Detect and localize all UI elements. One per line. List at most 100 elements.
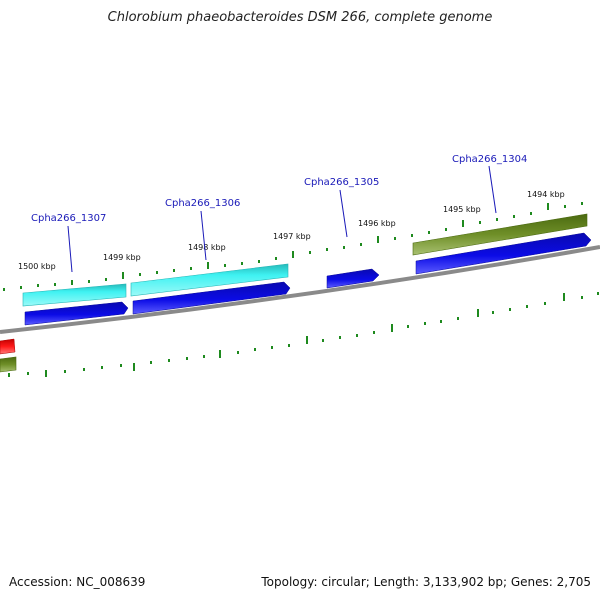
tick bbox=[54, 283, 56, 286]
accession-text: Accession: NC_008639 bbox=[9, 575, 146, 589]
tick bbox=[186, 357, 188, 360]
tick bbox=[309, 251, 311, 254]
tick bbox=[479, 221, 481, 224]
tick bbox=[168, 359, 170, 362]
leader-line bbox=[488, 165, 497, 214]
tick bbox=[530, 212, 532, 215]
tick bbox=[156, 271, 158, 274]
gene-label[interactable]: Cpha266_1307 bbox=[31, 213, 106, 224]
tick bbox=[440, 320, 442, 323]
tick bbox=[207, 262, 209, 269]
cds-arrow-1306[interactable] bbox=[132, 281, 291, 315]
tick bbox=[37, 284, 39, 287]
genome-summary-text: Topology: circular; Length: 3,133,902 bp… bbox=[261, 575, 591, 589]
tick bbox=[292, 251, 294, 258]
tick bbox=[377, 236, 379, 243]
tick bbox=[373, 331, 375, 334]
tick bbox=[564, 205, 566, 208]
scale-label: 1499 kbp bbox=[103, 253, 141, 262]
tick bbox=[424, 322, 426, 325]
tick bbox=[513, 215, 515, 218]
scale-labels: 1500 kbp 1499 kbp 1498 kbp 1497 kbp 1496… bbox=[18, 190, 565, 271]
cds-arrow-1305[interactable] bbox=[326, 268, 380, 289]
tick bbox=[64, 370, 66, 373]
tick bbox=[190, 267, 192, 270]
tick bbox=[360, 243, 362, 246]
tick bbox=[83, 368, 85, 371]
tick bbox=[457, 317, 459, 320]
tick bbox=[224, 264, 226, 267]
tick bbox=[343, 246, 345, 249]
tick bbox=[219, 350, 221, 358]
tick bbox=[101, 366, 103, 369]
tick bbox=[20, 286, 22, 289]
tick bbox=[326, 248, 328, 251]
tick bbox=[45, 370, 47, 377]
tick bbox=[241, 262, 243, 265]
tick bbox=[391, 324, 393, 332]
tick bbox=[8, 373, 10, 377]
cds-arrow-1304[interactable] bbox=[415, 232, 592, 275]
cds-arrow-1307[interactable] bbox=[24, 301, 129, 326]
page-title: Chlorobium phaeobacteroides DSM 266, com… bbox=[107, 10, 493, 25]
gene-label[interactable]: Cpha266_1305 bbox=[304, 177, 379, 188]
tick bbox=[407, 325, 409, 328]
scale-label: 1495 kbp bbox=[443, 205, 481, 214]
tick bbox=[597, 292, 599, 295]
tick bbox=[237, 351, 239, 354]
tick bbox=[133, 363, 135, 371]
scale-label: 1500 kbp bbox=[18, 262, 56, 271]
gene-label[interactable]: Cpha266_1304 bbox=[452, 154, 527, 165]
tick bbox=[428, 231, 430, 234]
tick bbox=[492, 311, 494, 314]
tick bbox=[150, 361, 152, 364]
tick bbox=[462, 220, 464, 227]
leader-line bbox=[67, 225, 73, 273]
tick bbox=[203, 355, 205, 358]
tick bbox=[288, 344, 290, 347]
tick bbox=[254, 348, 256, 351]
inner-tick-row bbox=[8, 292, 599, 377]
tick bbox=[477, 309, 479, 317]
cds-features bbox=[0, 232, 592, 355]
tick bbox=[581, 296, 583, 299]
tick bbox=[581, 202, 583, 205]
tick bbox=[271, 346, 273, 349]
tick bbox=[173, 269, 175, 272]
scale-label: 1498 kbp bbox=[188, 243, 226, 252]
tick bbox=[356, 334, 358, 337]
tick bbox=[526, 305, 528, 308]
tick bbox=[120, 364, 122, 367]
scale-label: 1496 kbp bbox=[358, 219, 396, 228]
tick bbox=[3, 288, 5, 291]
scale-label: 1494 kbp bbox=[527, 190, 565, 199]
gene-label[interactable]: Cpha266_1306 bbox=[165, 198, 240, 209]
genome-backbone bbox=[0, 245, 600, 334]
tick bbox=[322, 339, 324, 342]
tick bbox=[306, 336, 308, 344]
leader-line bbox=[339, 189, 348, 238]
tick bbox=[411, 234, 413, 237]
cds-arrow-left-red[interactable] bbox=[0, 338, 16, 355]
tick bbox=[394, 237, 396, 240]
gene-feature-1306[interactable] bbox=[130, 263, 289, 297]
tick bbox=[88, 280, 90, 283]
tick bbox=[258, 260, 260, 263]
tick bbox=[445, 228, 447, 231]
tick bbox=[27, 372, 29, 375]
tick bbox=[496, 218, 498, 221]
scale-label: 1497 kbp bbox=[273, 232, 311, 241]
gene-feature-1304[interactable] bbox=[412, 213, 588, 256]
gene-feature-1307[interactable] bbox=[22, 283, 127, 307]
tick bbox=[139, 273, 141, 276]
tick bbox=[122, 272, 124, 279]
tick bbox=[105, 278, 107, 281]
gene-label-leaders bbox=[67, 165, 497, 273]
tick bbox=[547, 203, 549, 210]
gene-feature-left-olive[interactable] bbox=[0, 356, 17, 373]
leader-line bbox=[200, 210, 207, 261]
tick bbox=[71, 280, 73, 285]
outer-tick-row bbox=[3, 202, 583, 291]
gene-features bbox=[0, 213, 588, 373]
tick bbox=[339, 336, 341, 339]
